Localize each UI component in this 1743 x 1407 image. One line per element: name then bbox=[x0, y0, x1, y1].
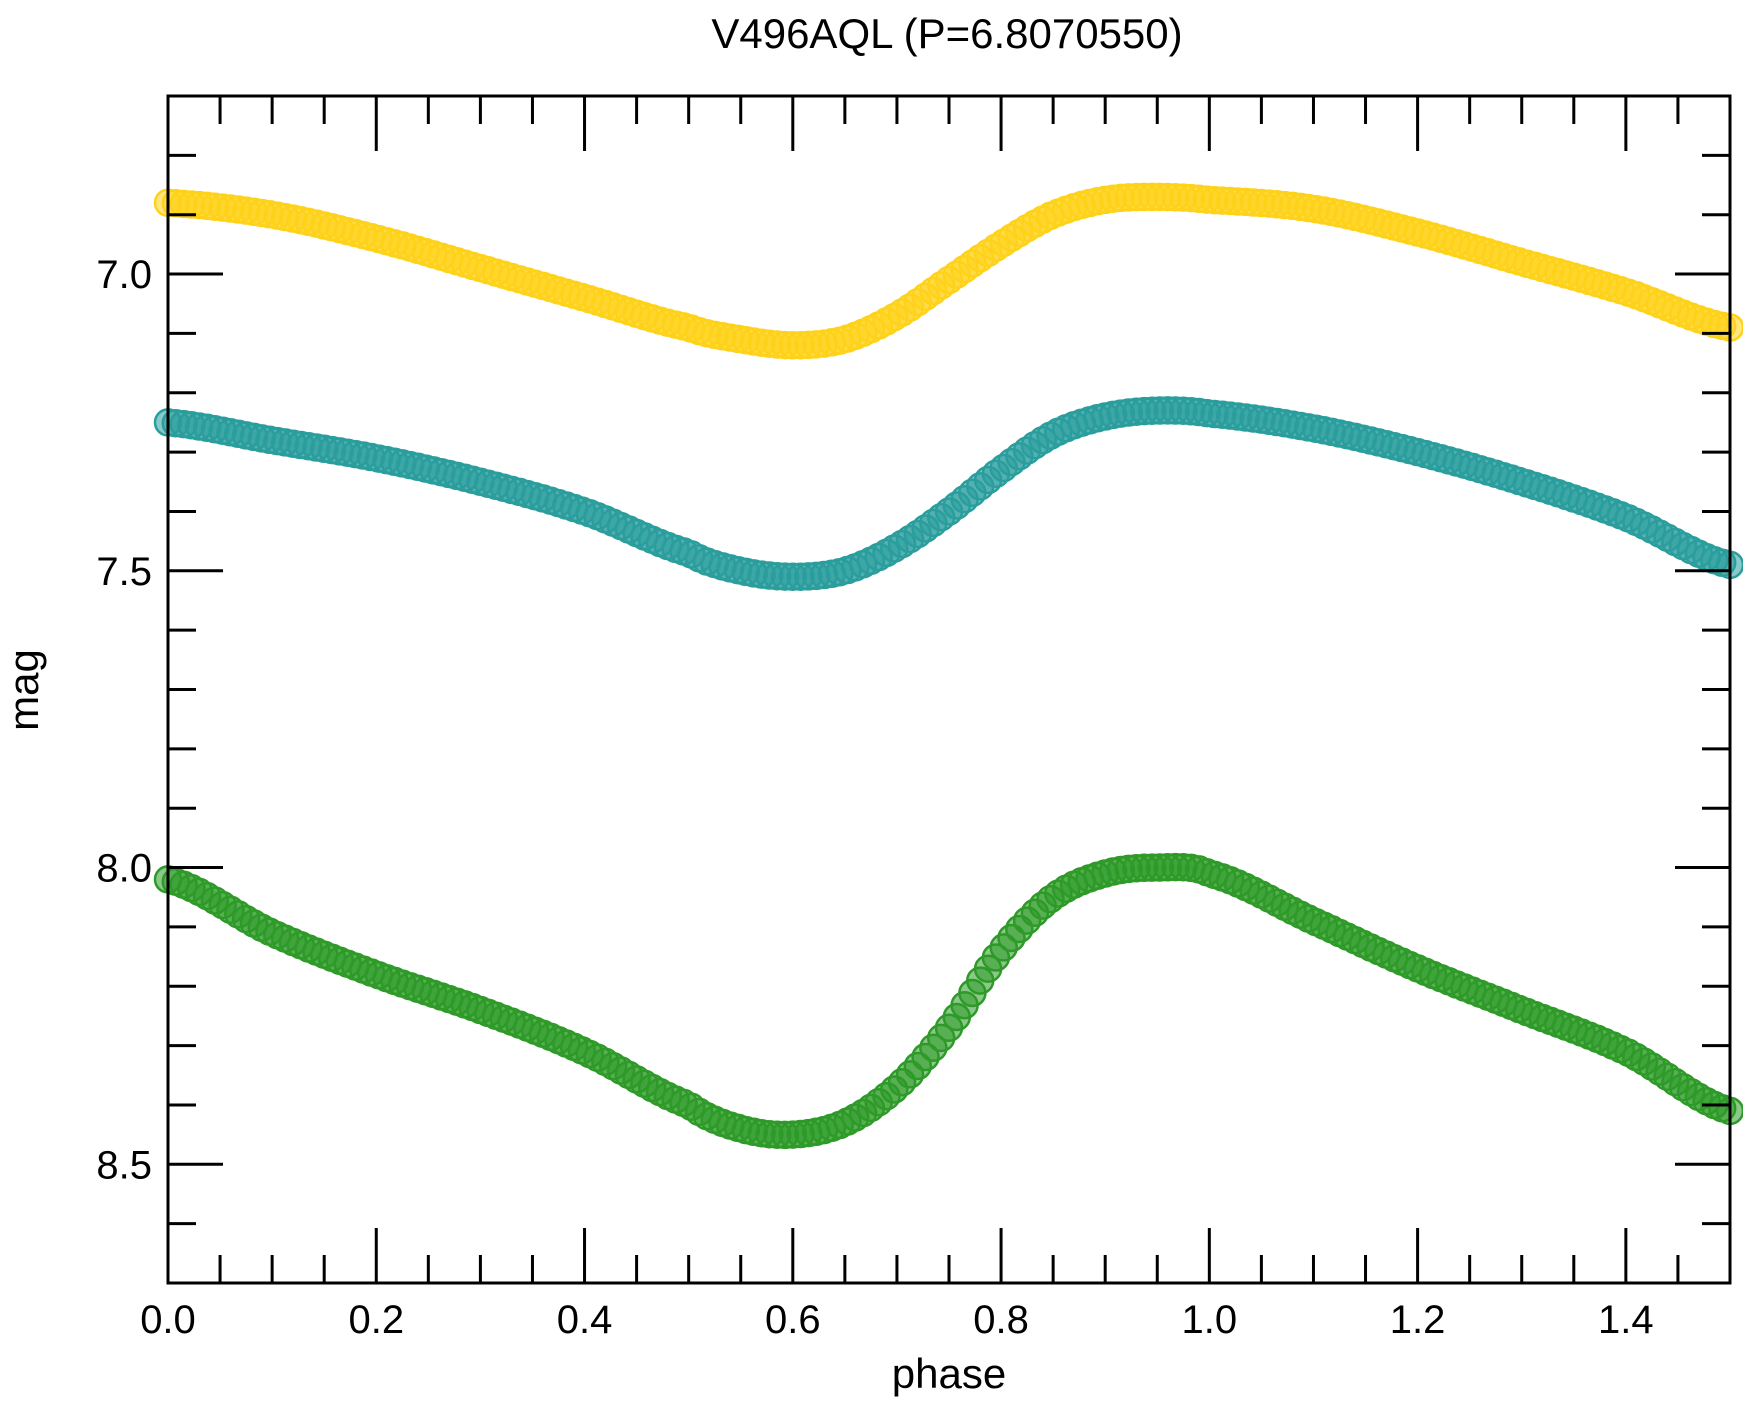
tick-layer: 0.0 0.2 0.4 0.6 0.8 1.0 1.2 1.4 7.0 7.5 8.0 8.5 bbox=[96, 94, 1732, 1342]
y-tick-label: 7.0 bbox=[96, 253, 152, 297]
x-tick-label: 0.4 bbox=[557, 1298, 613, 1342]
x-tick-label: 1.4 bbox=[1598, 1298, 1654, 1342]
y-axis-label: mag bbox=[0, 649, 47, 731]
y-tick-label: 7.5 bbox=[96, 550, 152, 594]
x-tick-label: 0.6 bbox=[765, 1298, 821, 1342]
series-3-points bbox=[153, 852, 1743, 1150]
y-tick-label: 8.0 bbox=[96, 847, 152, 891]
x-tick-label: 0.2 bbox=[348, 1298, 404, 1342]
x-tick-label: 0.8 bbox=[973, 1298, 1029, 1342]
series-1-points bbox=[153, 182, 1743, 360]
chart-title: V496AQL (P=6.8070550) bbox=[711, 10, 1182, 57]
x-tick-label: 1.0 bbox=[1182, 1298, 1238, 1342]
series-2-points bbox=[153, 396, 1743, 591]
data-layer bbox=[153, 182, 1743, 1150]
x-axis-label: phase bbox=[892, 1350, 1006, 1397]
x-tick-label: 1.2 bbox=[1390, 1298, 1446, 1342]
y-tick-label: 8.5 bbox=[96, 1143, 152, 1187]
x-tick-label: 0.0 bbox=[140, 1298, 196, 1342]
